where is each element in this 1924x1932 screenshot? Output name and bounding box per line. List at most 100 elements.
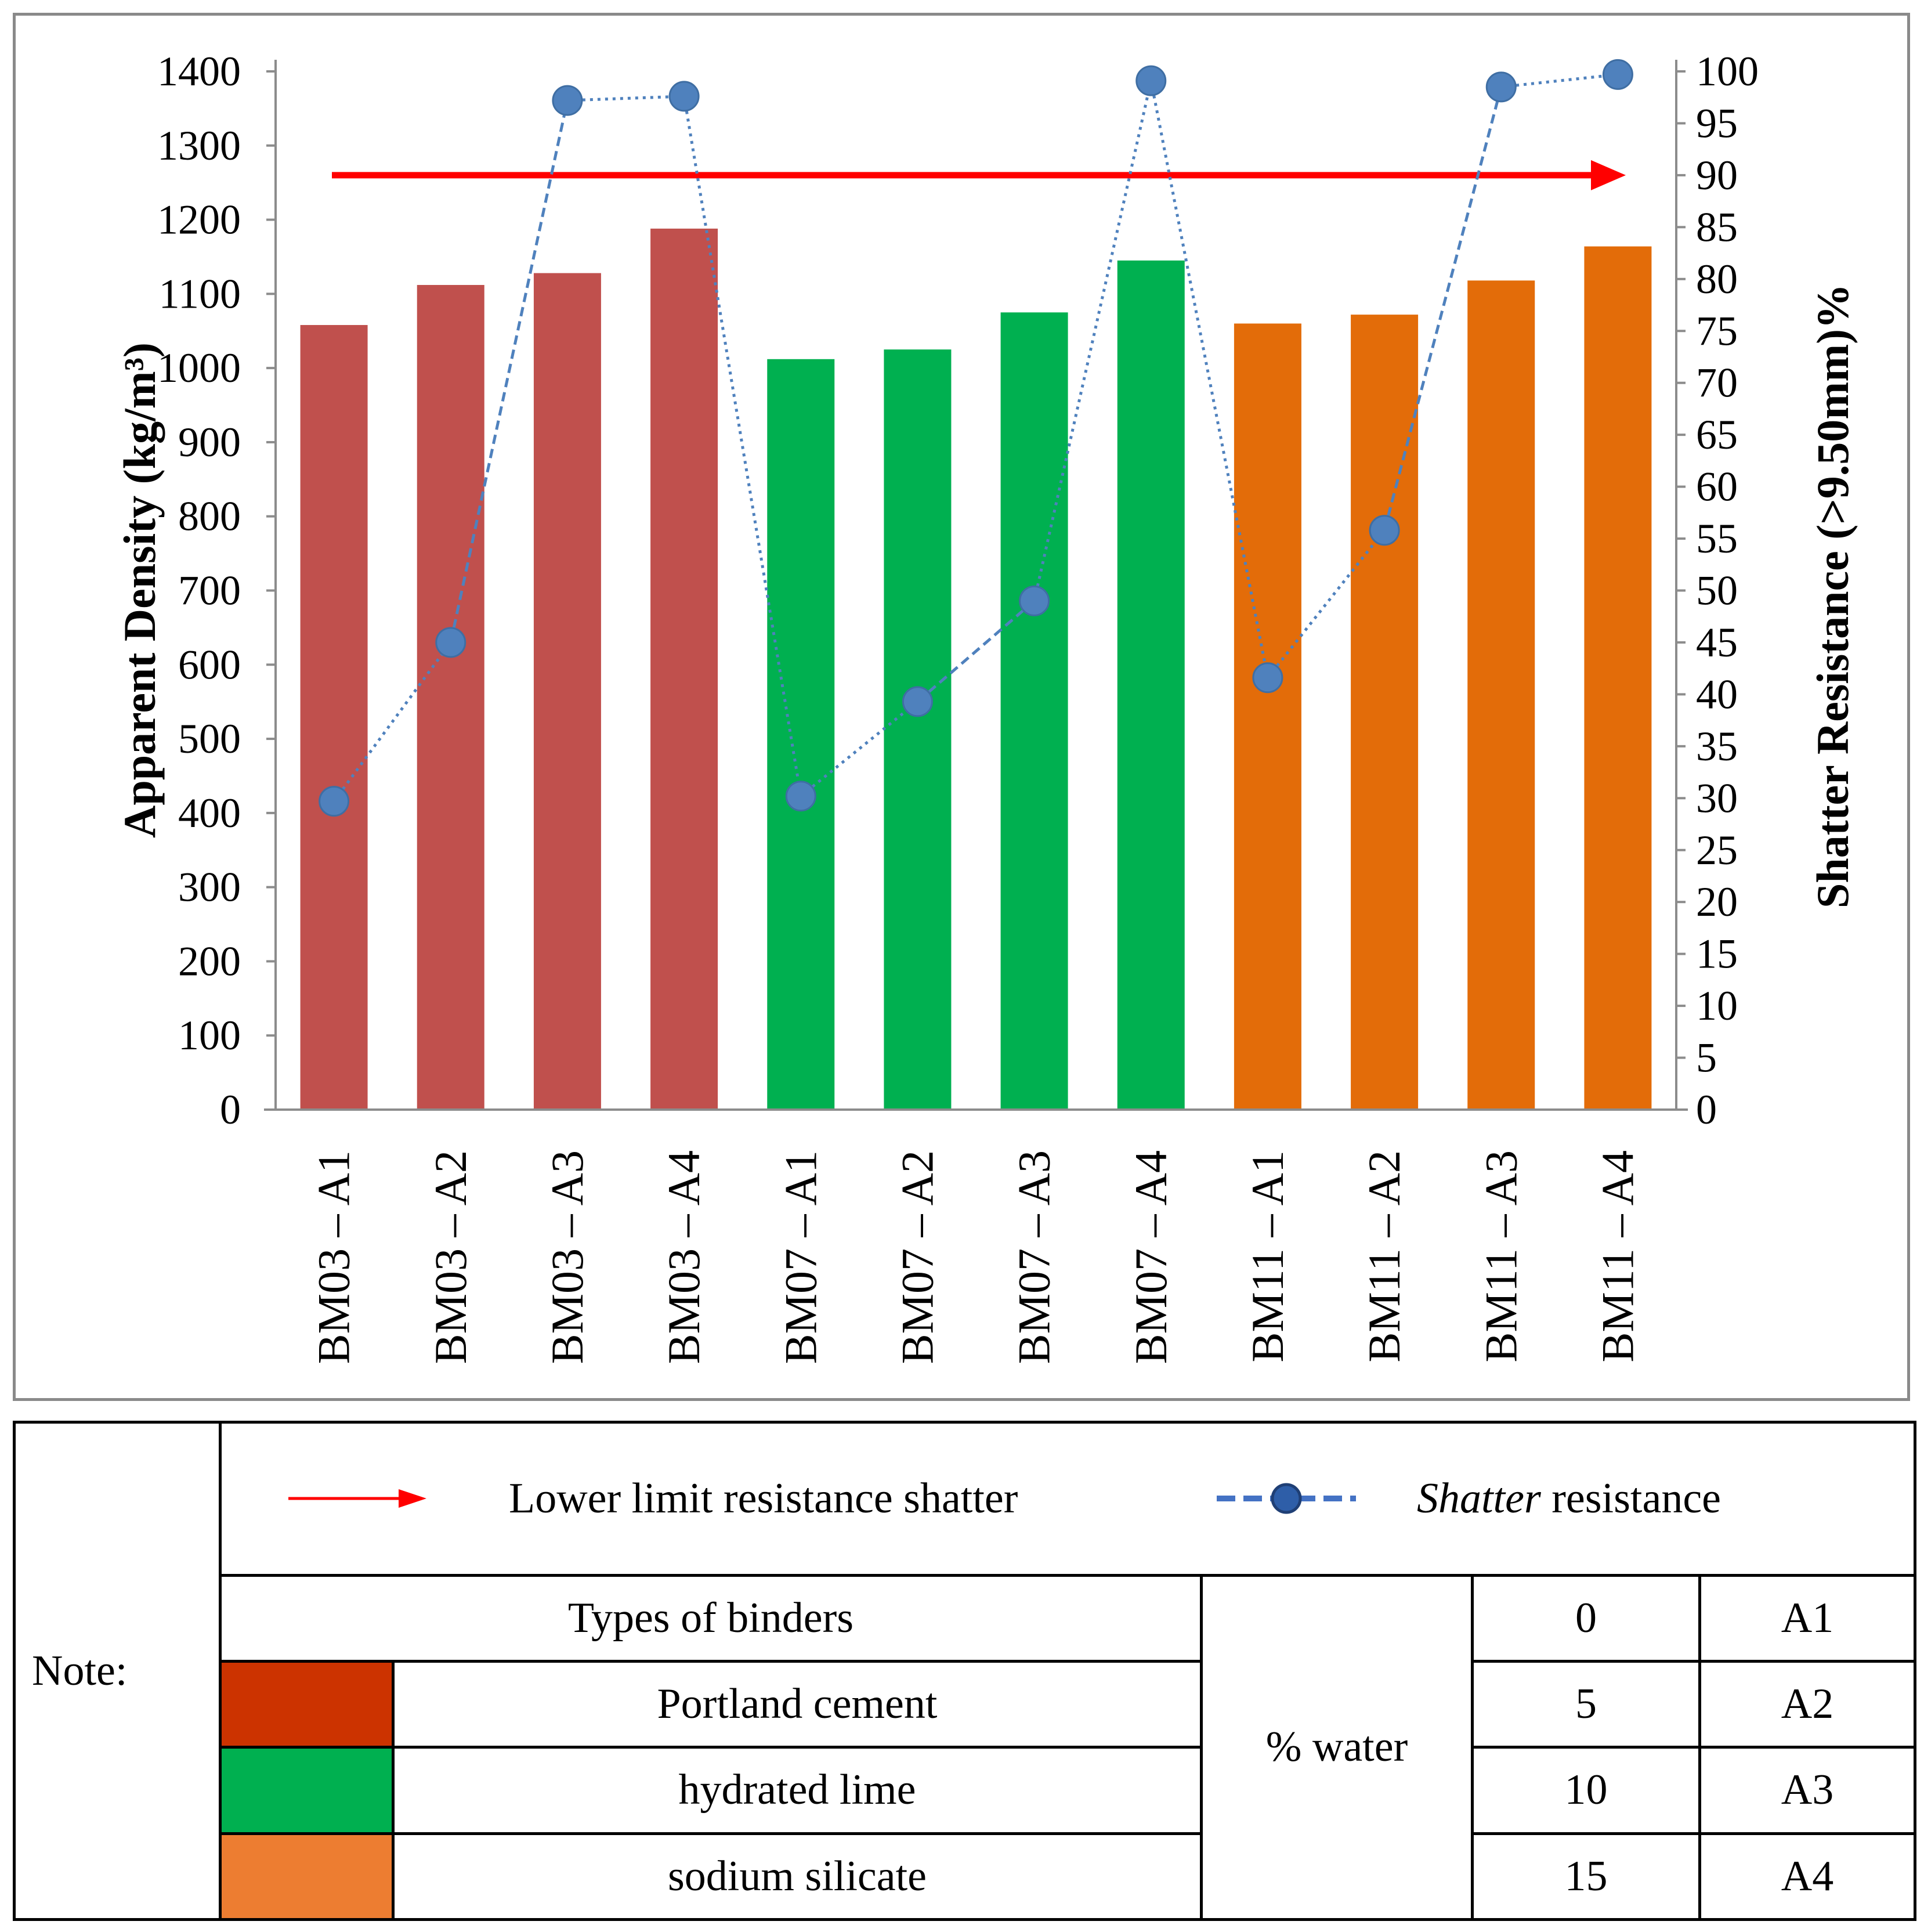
binders-header: Types of binders (219, 1573, 1203, 1663)
right-tick-label: 70 (1696, 360, 1738, 406)
right-tick-label: 30 (1696, 775, 1738, 821)
water-value: 10 (1471, 1746, 1701, 1835)
left-tick-label: 0 (220, 1086, 241, 1133)
shatter-point (1602, 59, 1633, 90)
water-code: A1 (1698, 1573, 1916, 1663)
dashed-line-marker-icon (1217, 1483, 1356, 1514)
left-tick-label: 100 (178, 1012, 241, 1059)
category-label: BM07 – A1 (775, 1150, 826, 1364)
right-tick-label: 5 (1696, 1035, 1717, 1081)
category-label: BM03 – A2 (425, 1150, 476, 1364)
water-code: A2 (1698, 1659, 1916, 1749)
category-label: BM03 – A3 (542, 1150, 592, 1364)
density-bar (1467, 280, 1535, 1110)
right-tick-label: 40 (1696, 671, 1738, 717)
left-tick-label: 400 (178, 790, 241, 836)
left-tick-label: 600 (178, 641, 241, 688)
left-tick-label: 1400 (157, 48, 241, 95)
shatter-line-segment (1149, 80, 1270, 678)
right-tick-label: 75 (1696, 308, 1738, 354)
right-tick-label: 85 (1696, 204, 1738, 250)
density-bar (1584, 246, 1652, 1110)
shatter-point (1019, 585, 1050, 616)
shatter-line-segment (449, 100, 569, 643)
right-tick-label: 100 (1696, 48, 1759, 95)
right-tick-label: 35 (1696, 723, 1738, 770)
portland-cement-swatch (219, 1659, 395, 1749)
category-label: BM11 – A3 (1475, 1150, 1526, 1363)
water-value: 5 (1471, 1659, 1701, 1749)
water-label: % water (1200, 1573, 1474, 1922)
limit-legend-label: Lower limit resistance shatter (509, 1474, 1018, 1522)
density-bar (1234, 323, 1301, 1110)
left-tick-label: 1300 (157, 122, 241, 169)
shatter-line-segment (1383, 86, 1503, 531)
right-tick-label: 80 (1696, 256, 1738, 302)
shatter-point (1485, 71, 1517, 103)
right-tick-label: 45 (1696, 619, 1738, 666)
water-value: 15 (1471, 1832, 1701, 1922)
water-code: A3 (1698, 1746, 1916, 1835)
category-label: BM03 – A4 (659, 1150, 709, 1364)
right-tick-label: 0 (1696, 1086, 1717, 1133)
density-bar (1000, 312, 1068, 1110)
binder-label: Portland cement (392, 1659, 1203, 1749)
combo-chart: 0100200300400500600700800900100011001200… (114, 48, 1858, 1364)
shatter-line-segment (916, 600, 1036, 703)
shatter-legend-label: Shatter resistance (1417, 1474, 1722, 1522)
chart-frame: 0 100 200 300 400 500 600 700 800 900 1000 1100 1200… (13, 13, 1910, 1401)
category-label: BM07 – A2 (892, 1150, 942, 1364)
hydrated-lime-swatch (219, 1746, 395, 1835)
density-bar (650, 228, 718, 1110)
left-tick-label: 1100 (159, 270, 241, 317)
shatter-line-segment (800, 700, 918, 797)
left-tick-label: 200 (178, 938, 241, 984)
limit-legend-entry: Lower limit resistance shatter (288, 1424, 1018, 1574)
density-bar (1351, 315, 1419, 1110)
shatter-point (552, 85, 583, 116)
water-code: A4 (1698, 1832, 1916, 1922)
left-tick-label: 700 (178, 568, 241, 614)
red-arrow-icon (288, 1489, 426, 1508)
right-tick-label: 10 (1696, 983, 1738, 1029)
right-tick-label: 65 (1696, 411, 1738, 458)
category-label: BM11 – A2 (1359, 1150, 1409, 1363)
shatter-point (902, 686, 933, 717)
binder-label: hydrated lime (392, 1746, 1203, 1835)
shatter-point (1252, 662, 1283, 694)
shatter-line-segment (682, 96, 802, 797)
shatter-point (1369, 515, 1400, 546)
shatter-line-segment (567, 95, 685, 102)
binder-label: sodium silicate (392, 1832, 1203, 1922)
density-bar (533, 273, 601, 1110)
density-bar (884, 349, 952, 1110)
left-tick-label: 1200 (157, 197, 241, 243)
density-bar (417, 285, 484, 1110)
right-tick-label: 95 (1696, 100, 1738, 146)
lower-limit-arrowhead (1591, 160, 1626, 190)
category-label: BM11 – A1 (1242, 1150, 1293, 1363)
shatter-point (785, 781, 816, 812)
density-bar (1117, 260, 1185, 1110)
sodium-silicate-swatch (219, 1832, 395, 1922)
category-label: BM07 – A3 (1009, 1150, 1059, 1364)
left-tick-label: 300 (178, 864, 241, 911)
density-bar (300, 325, 368, 1110)
right-tick-label: 50 (1696, 568, 1738, 614)
left-tick-label: 1000 (157, 345, 241, 391)
right-tick-label: 55 (1696, 515, 1738, 562)
water-value: 0 (1471, 1573, 1701, 1663)
right-tick-label: 25 (1696, 827, 1738, 873)
shatter-line-segment (1500, 73, 1618, 89)
shatter-legend-entry: Shatter resistance (1217, 1424, 1721, 1574)
left-tick-label: 800 (178, 493, 241, 540)
legend-table: Note: Lower limit resistance shatter Sha… (13, 1421, 1916, 1922)
shatter-point (1135, 65, 1167, 96)
density-bar (767, 359, 835, 1110)
right-tick-label: 60 (1696, 464, 1738, 510)
left-axis-title: Apparent Density (kg/m³) (114, 342, 165, 838)
shatter-point (435, 627, 466, 658)
shatter-point (668, 81, 700, 112)
right-tick-label: 90 (1696, 152, 1738, 198)
shatter-line-segment (1266, 529, 1386, 679)
